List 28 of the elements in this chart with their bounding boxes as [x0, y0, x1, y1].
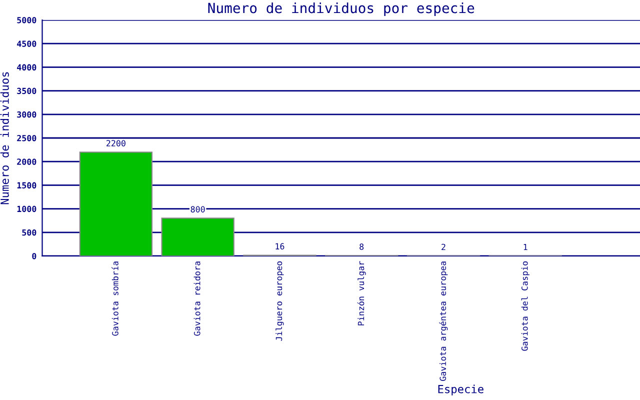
data-label: 2200 [106, 140, 126, 146]
x-tick-label: Gaviota sombría [112, 262, 118, 336]
data-label: 2 [442, 244, 446, 250]
y-tick-label: 500 [22, 229, 36, 236]
x-axis-title: Especie [438, 384, 484, 396]
y-tick-label: 0 [32, 252, 36, 260]
y-tick-label: 5000 [17, 16, 36, 24]
x-tick-label: Pinzón vulgar [357, 261, 366, 326]
data-label: 1 [524, 244, 528, 250]
y-tick-label: 4500 [17, 40, 36, 47]
y-tick-label: 2000 [17, 158, 36, 165]
data-label: 800 [190, 206, 205, 212]
x-tick-label: Jilguero europeo [276, 261, 284, 341]
x-tick-label: Gaviota del Caspio [521, 261, 530, 351]
x-tick-label: Gaviota reidora [194, 262, 200, 336]
y-axis-title: Numero de individuos [0, 72, 9, 204]
y-tick-label: 1000 [17, 206, 36, 212]
chart-title: Numero de individuos por especie [208, 2, 474, 16]
y-tick-label: 3500 [17, 88, 36, 94]
data-label: 8 [360, 244, 364, 250]
y-tick-label: 1500 [17, 182, 36, 188]
x-tick-label: Gaviota argéntea europea [439, 262, 448, 381]
data-label: 16 [276, 243, 284, 250]
y-tick-label: 3000 [17, 111, 36, 118]
y-tick-label: 4000 [17, 64, 36, 70]
bar [79, 152, 153, 256]
bar [161, 218, 234, 256]
y-tick-label: 2500 [17, 134, 36, 142]
